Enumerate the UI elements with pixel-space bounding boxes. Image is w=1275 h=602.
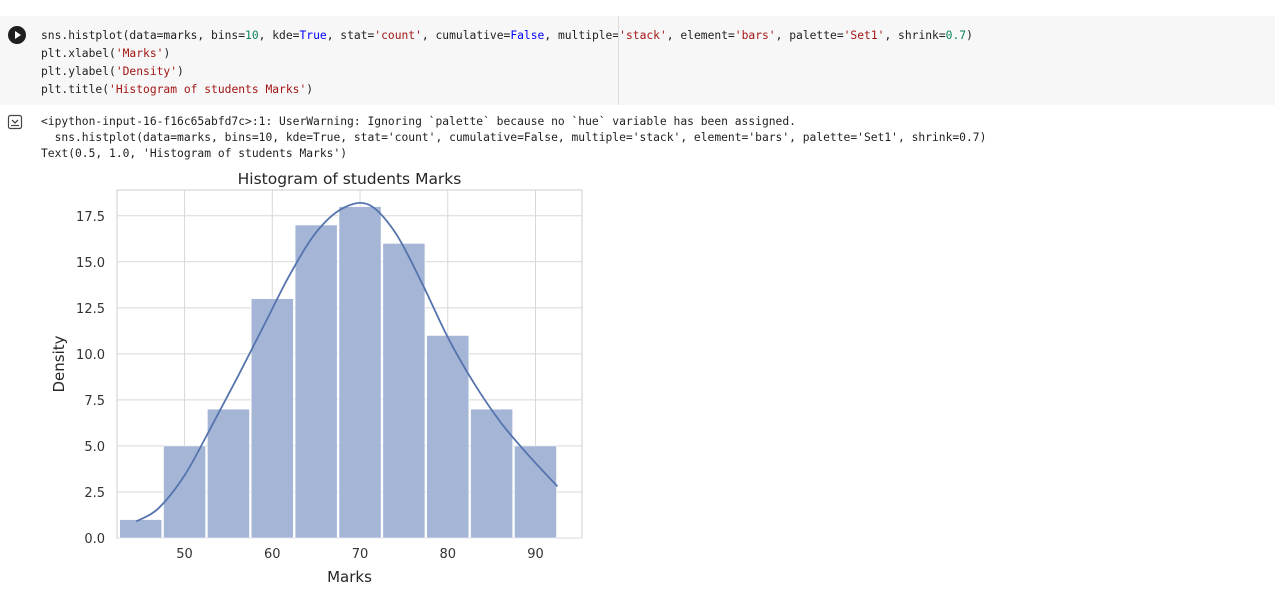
y-axis-label: Density xyxy=(50,335,68,392)
notebook-background xyxy=(0,0,1275,16)
code-line[interactable]: plt.ylabel('Density') xyxy=(41,65,184,78)
y-tick-label: 12.5 xyxy=(76,302,105,317)
output-text: <ipython-input-16-f16c65abfd7c>:1: UserW… xyxy=(41,114,986,162)
run-cell-button[interactable] xyxy=(8,26,26,44)
histogram-bar xyxy=(119,519,163,539)
histogram-bar xyxy=(514,445,557,539)
warning-line: <ipython-input-16-f16c65abfd7c>:1: UserW… xyxy=(41,115,796,128)
y-tick-label: 5.0 xyxy=(84,440,105,455)
code-line[interactable]: plt.xlabel('Marks') xyxy=(41,47,171,60)
histogram-bar xyxy=(250,298,294,539)
x-tick-label: 90 xyxy=(527,547,544,562)
y-tick-label: 17.5 xyxy=(76,210,105,225)
editor-ruler xyxy=(618,16,619,105)
code-cell[interactable]: sns.histplot(data=marks, bins=10, kde=Tr… xyxy=(0,16,1275,105)
y-tick-label: 0.0 xyxy=(84,532,105,547)
x-axis-label: Marks xyxy=(327,568,372,586)
play-icon xyxy=(15,31,21,39)
histogram-bar xyxy=(470,408,513,539)
histogram-bar xyxy=(294,224,338,539)
code-line[interactable]: plt.title('Histogram of students Marks') xyxy=(41,83,314,96)
chart-title: Histogram of students Marks xyxy=(238,170,462,188)
y-tick-label: 15.0 xyxy=(76,256,105,271)
histogram-chart: 50 60 70 80 90 0.0 2.5 5.0 7.5 10.0 12.5 15.0 17.5 Hi… xyxy=(50,170,583,586)
x-tick-label: 50 xyxy=(176,547,193,562)
histogram-bar xyxy=(163,445,206,539)
histogram-bar xyxy=(426,335,470,539)
return-value-line: Text(0.5, 1.0, 'Histogram of students Ma… xyxy=(41,147,348,160)
histogram-bar xyxy=(207,408,250,539)
histogram-bar xyxy=(338,206,382,539)
x-tick-label: 70 xyxy=(352,547,369,562)
histogram-bar xyxy=(382,243,426,539)
kde-line xyxy=(135,202,559,523)
y-tick-label: 10.0 xyxy=(76,348,105,363)
code-line[interactable]: sns.histplot(data=marks, bins=10, kde=Tr… xyxy=(41,29,973,42)
y-tick-label: 2.5 xyxy=(84,486,105,501)
warning-source-line: sns.histplot(data=marks, bins=10, kde=Tr… xyxy=(41,131,987,144)
cell-output: <ipython-input-16-f16c65abfd7c>:1: UserW… xyxy=(0,105,1275,602)
code-editor[interactable]: sns.histplot(data=marks, bins=10, kde=Tr… xyxy=(41,27,973,99)
y-tick-label: 7.5 xyxy=(84,394,105,409)
x-tick-label: 60 xyxy=(264,547,281,562)
x-tick-label: 80 xyxy=(439,547,456,562)
output-collapse-icon[interactable] xyxy=(7,114,23,134)
